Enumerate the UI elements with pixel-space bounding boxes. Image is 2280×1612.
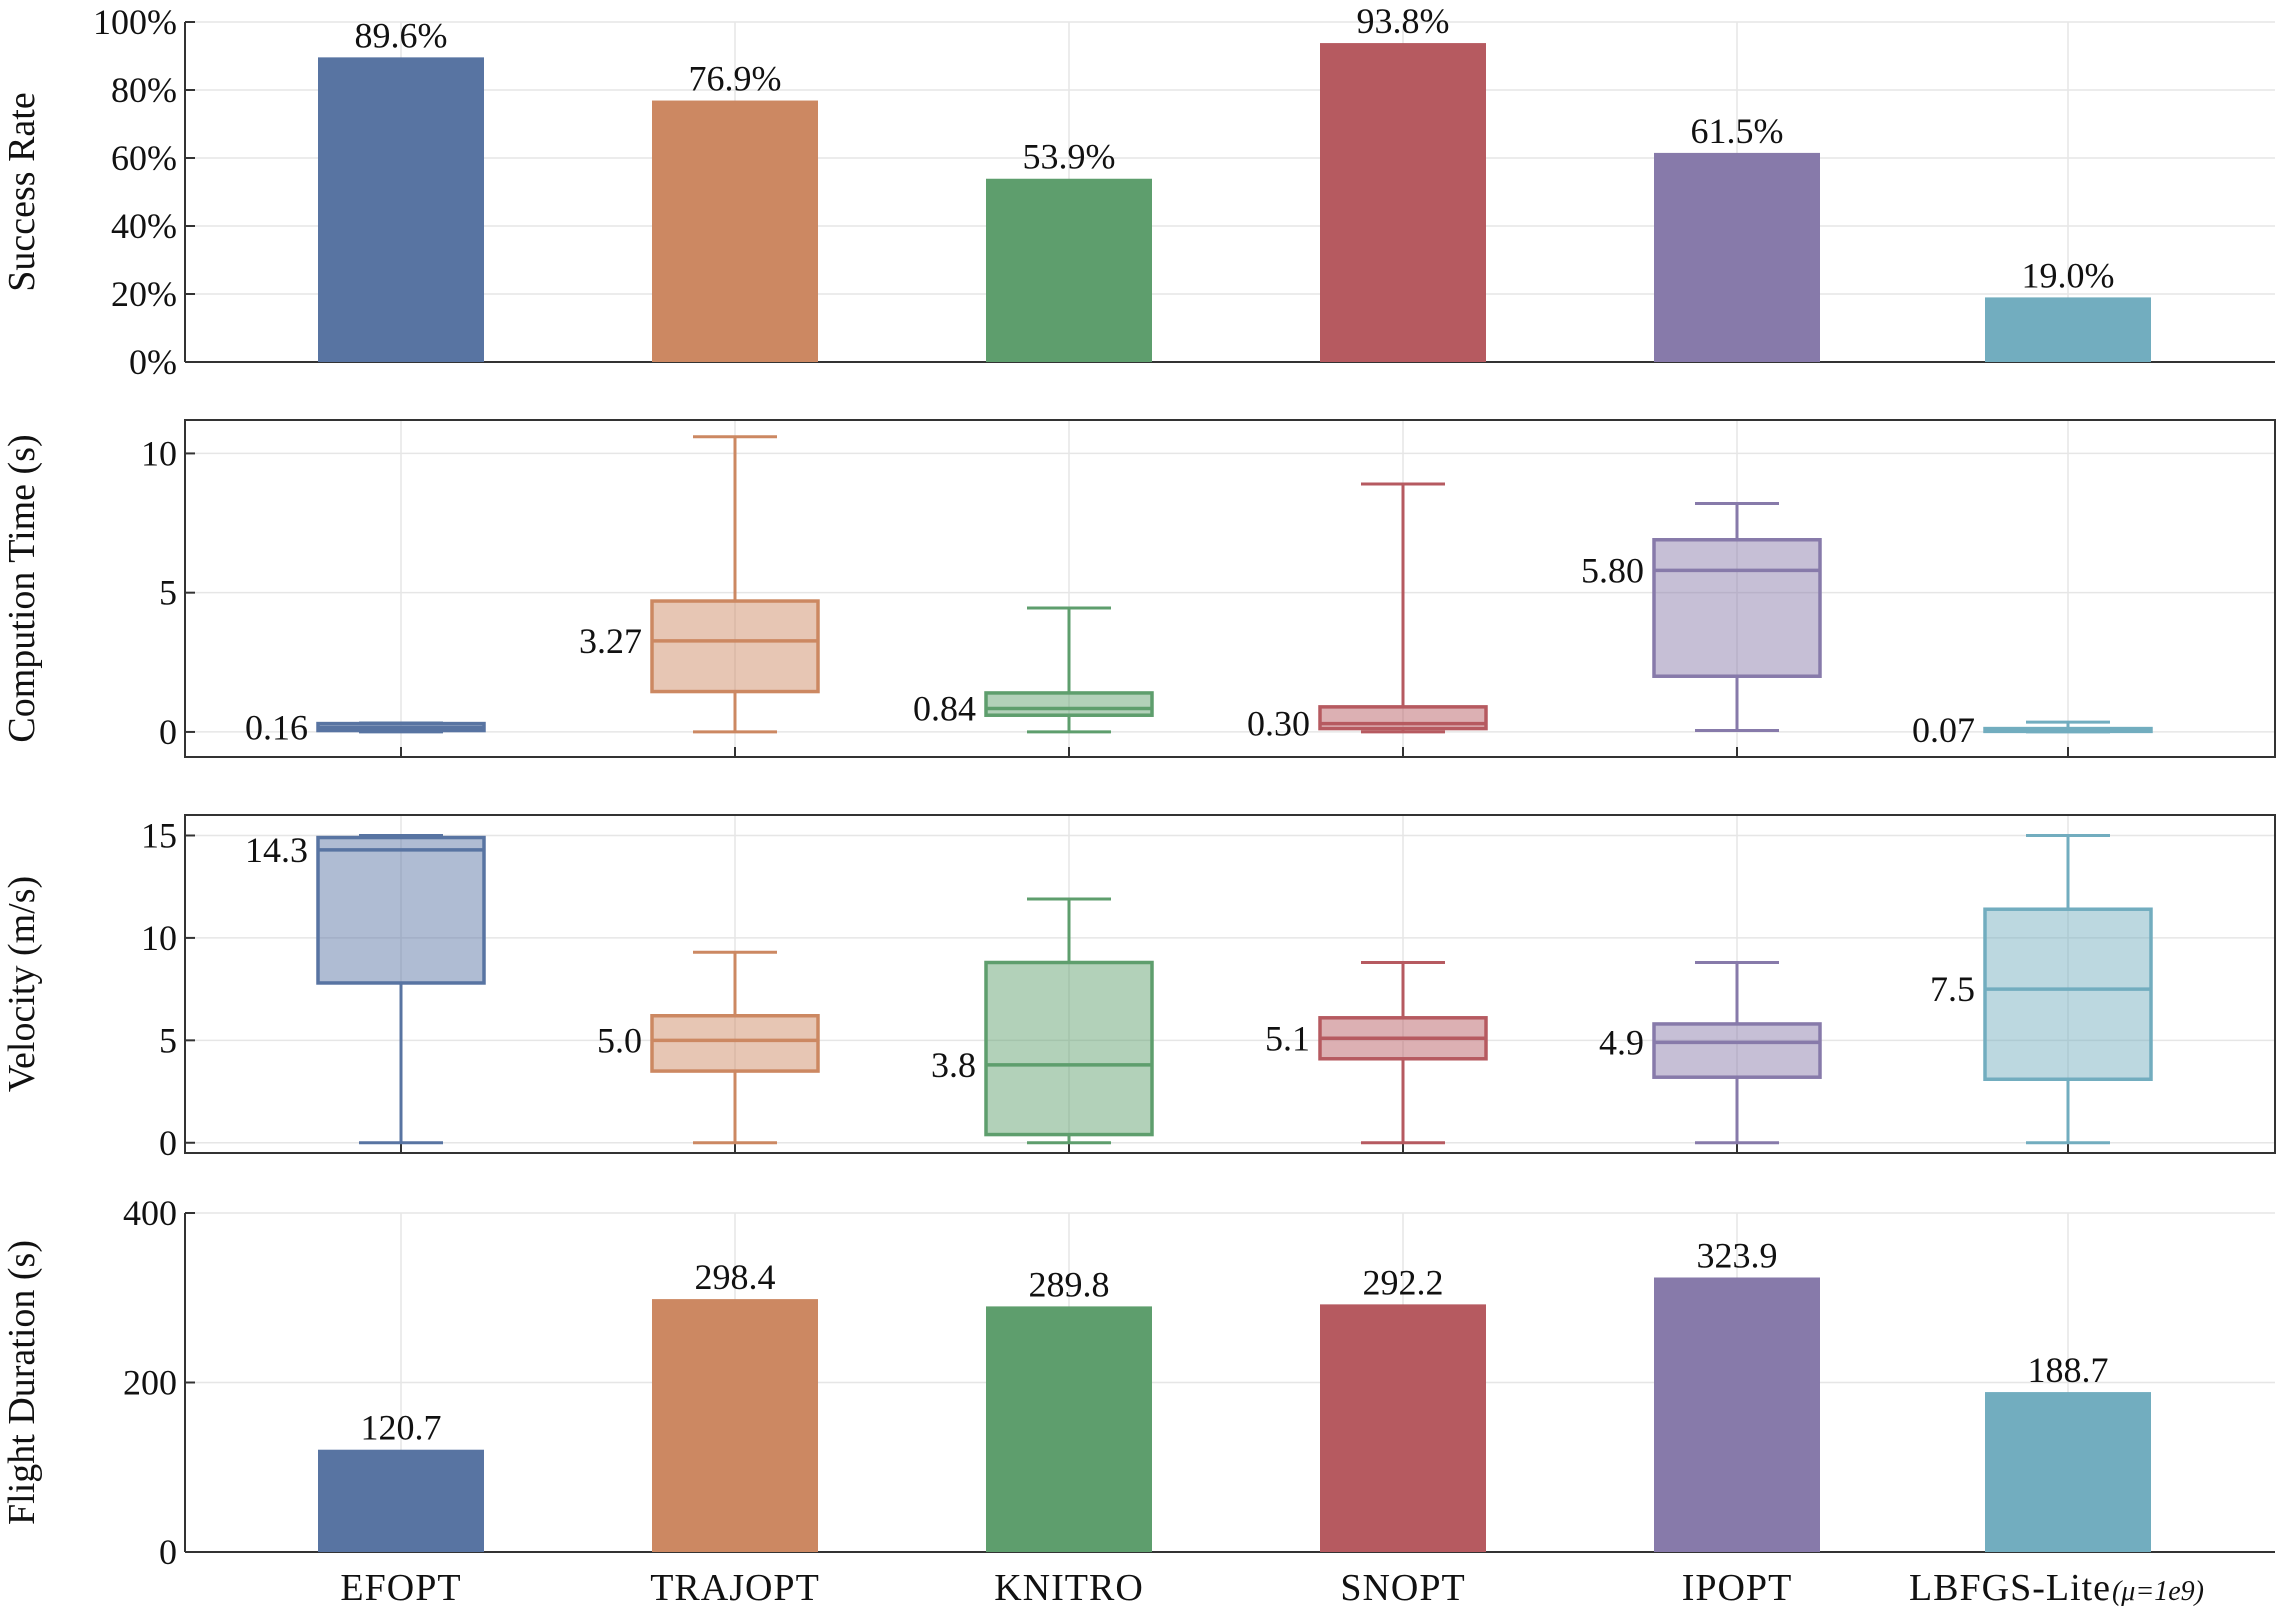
x-category-label: TRAJOPT <box>650 1567 820 1609</box>
box-trajopt: 5.0 <box>597 950 820 1145</box>
bar-value-label: 120.7 <box>361 1408 442 1448</box>
bar-value-label: 61.5% <box>1691 111 1784 151</box>
y-tick-label: 10 <box>141 433 177 473</box>
box-ipopt: 4.9 <box>1599 960 1822 1145</box>
x-category-label: IPOPT <box>1682 1567 1793 1609</box>
x-axis-category-labels: EFOPT TRAJOPT KNITRO SNOPT IPOPT LBFGS-Lite (μ… <box>340 1567 2204 1609</box>
bar-knitro <box>986 178 1152 362</box>
box-iqr <box>316 835 486 985</box>
box-iqr <box>1983 907 2153 1082</box>
bar-snopt <box>1320 1304 1486 1552</box>
flight-duration-panel: 0 200 400 Flight Duration (s) 120.7 298.4 289.… <box>1 1193 2275 1572</box>
y-tick-label: 0 <box>159 1532 177 1572</box>
y-tick-label: 0 <box>159 712 177 752</box>
box-lbfgs-lite: 7.5 <box>1930 833 2153 1145</box>
median-value-label: 3.8 <box>931 1045 976 1085</box>
box-trajopt: 3.27 <box>579 435 820 734</box>
bar-value-label: 289.8 <box>1029 1264 1110 1304</box>
mu-parameter-label: (μ=1e9) <box>2112 1576 2204 1607</box>
y-tick-label: 10 <box>141 918 177 958</box>
y-tick-label: 20% <box>111 274 177 314</box>
x-category-label: EFOPT <box>340 1567 461 1609</box>
median-value-label: 5.0 <box>597 1020 642 1060</box>
box-iqr <box>1652 538 1822 678</box>
y-tick-label: 200 <box>123 1363 177 1403</box>
bar-value-label: 19.0% <box>2022 255 2115 295</box>
y-tick-label: 5 <box>159 573 177 613</box>
bar-value-label: 323.9 <box>1697 1235 1778 1275</box>
median-value-label: 5.1 <box>1265 1018 1310 1058</box>
y-axis-title: Compution Time (s) <box>1 434 43 742</box>
y-tick-label: 5 <box>159 1020 177 1060</box>
box-ipopt: 5.80 <box>1581 502 1822 733</box>
box-knitro: 0.84 <box>913 606 1154 734</box>
box-iqr <box>1652 1022 1822 1079</box>
bar-knitro <box>986 1306 1152 1552</box>
box-iqr <box>650 1014 820 1073</box>
bar-ipopt <box>1654 152 1820 362</box>
y-tick-label: 60% <box>111 138 177 178</box>
box-efopt: 0.16 <box>245 707 486 747</box>
bar-value-label: 76.9% <box>689 59 782 99</box>
success-rate-panel: 0% 20% 40% 60% 80% 100% Success Rate 89.6% 76.9%… <box>1 1 2275 382</box>
median-value-label: 14.3 <box>245 830 308 870</box>
median-value-label: 5.80 <box>1581 550 1644 590</box>
box-iqr <box>650 599 820 694</box>
median-value-label: 0.84 <box>913 689 976 729</box>
box-knitro: 3.8 <box>931 897 1154 1145</box>
box-lbfgs-lite: 0.07 <box>1912 710 2153 750</box>
median-value-label: 3.27 <box>579 621 642 661</box>
y-axis-title: Success Rate <box>1 92 43 291</box>
bar-value-label: 93.8% <box>1357 1 1450 41</box>
box-iqr <box>984 960 1154 1137</box>
y-tick-label: 0 <box>159 1123 177 1163</box>
bar-lbfgs-lite <box>1985 297 2151 362</box>
box-iqr <box>1318 705 1488 731</box>
x-category-label: KNITRO <box>994 1567 1144 1609</box>
bar-snopt <box>1320 43 1486 362</box>
bar-value-label: 292.2 <box>1363 1262 1444 1302</box>
box-snopt: 0.30 <box>1247 482 1488 744</box>
bar-value-label: 188.7 <box>2028 1350 2109 1390</box>
velocity-panel: 0 5 10 15 Velocity (m/s) 14.3 5.0 3.8 5.1 4.9 7.5 <box>1 814 2276 1163</box>
bar-efopt <box>318 1449 484 1552</box>
y-axis-title: Velocity (m/s) <box>1 876 43 1092</box>
y-tick-label: 80% <box>111 70 177 110</box>
median-value-label: 0.07 <box>1912 710 1975 750</box>
box-snopt: 5.1 <box>1265 960 1488 1145</box>
computation-time-panel: 0 5 10 Compution Time (s) 0.16 3.27 0.84 0.30 5.… <box>1 419 2276 758</box>
box-iqr <box>984 691 1154 717</box>
median-value-label: 4.9 <box>1599 1022 1644 1062</box>
x-category-label: SNOPT <box>1340 1567 1465 1609</box>
bar-value-label: 53.9% <box>1023 137 1116 177</box>
bar-lbfgs-lite <box>1985 1392 2151 1552</box>
bar-trajopt <box>652 1299 818 1552</box>
y-tick-label: 0% <box>129 342 177 382</box>
median-value-label: 0.16 <box>245 707 308 747</box>
y-tick-label: 40% <box>111 206 177 246</box>
x-category-label: LBFGS-Lite <box>1909 1567 2111 1609</box>
y-tick-label: 400 <box>123 1193 177 1233</box>
y-tick-label: 15 <box>141 815 177 855</box>
bar-trajopt <box>652 100 818 362</box>
median-value-label: 7.5 <box>1930 969 1975 1009</box>
bar-value-label: 298.4 <box>695 1257 776 1297</box>
axes-frame <box>184 419 2276 758</box>
box-efopt: 14.3 <box>245 830 486 1145</box>
median-value-label: 0.30 <box>1247 704 1310 744</box>
bar-efopt <box>318 57 484 363</box>
y-axis-title: Flight Duration (s) <box>1 1240 43 1525</box>
bar-ipopt <box>1654 1277 1820 1552</box>
bar-value-label: 89.6% <box>355 15 448 55</box>
y-tick-label: 100% <box>93 2 177 42</box>
axes-frame <box>184 814 2276 1154</box>
